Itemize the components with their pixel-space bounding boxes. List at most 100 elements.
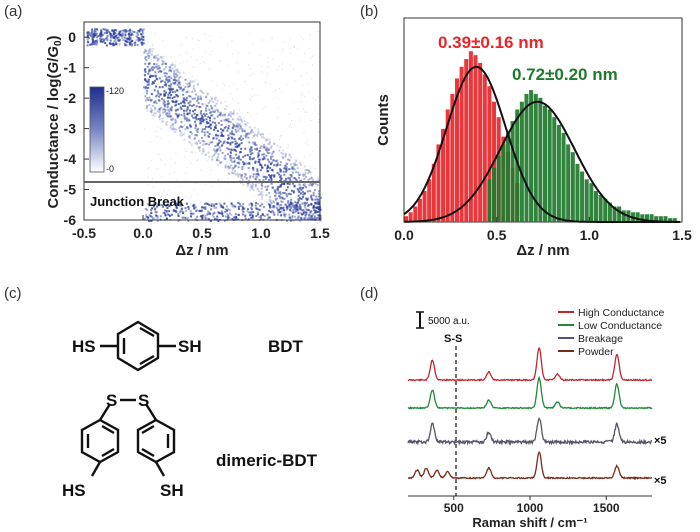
density-point (180, 209, 183, 212)
density-point (290, 175, 293, 178)
density-point (287, 178, 289, 180)
density-point (174, 81, 177, 84)
density-point (237, 129, 240, 132)
density-point (207, 143, 210, 146)
density-point (169, 125, 172, 128)
density-point (171, 61, 173, 63)
density-point (224, 108, 227, 111)
density-point (197, 95, 200, 98)
density-point (215, 159, 218, 162)
density-point (164, 205, 167, 208)
density-point (155, 85, 158, 88)
density-point (228, 112, 231, 115)
density-point (99, 37, 102, 40)
density-point (279, 174, 282, 177)
density-point (183, 138, 186, 141)
density-point (223, 119, 226, 122)
density-point (188, 95, 191, 98)
density-point (211, 114, 214, 117)
density-point (310, 176, 313, 179)
density-point (130, 44, 133, 47)
density-point (182, 216, 185, 219)
density-point (265, 146, 268, 149)
density-point (167, 115, 170, 118)
density-point (305, 169, 308, 172)
density-point (226, 217, 229, 220)
density-point (211, 185, 213, 187)
histogram-bar (431, 163, 436, 222)
density-point (306, 218, 309, 221)
density-point (215, 96, 218, 99)
density-point (243, 117, 245, 119)
density-point (292, 191, 295, 194)
density-point (230, 136, 233, 139)
density-point (91, 29, 94, 32)
density-point (156, 217, 159, 220)
density-point (147, 168, 149, 170)
density-point (150, 67, 153, 70)
density-point (124, 29, 127, 32)
density-point (291, 168, 294, 171)
density-point (224, 210, 227, 213)
density-point (299, 203, 302, 206)
density-point (187, 219, 190, 222)
density-point (312, 205, 315, 208)
histogram-bar (672, 218, 677, 222)
density-point (266, 201, 269, 204)
density-point (194, 127, 197, 130)
density-point (278, 173, 281, 176)
density-point (115, 35, 118, 38)
density-point (199, 141, 202, 144)
density-point (312, 213, 315, 216)
density-point (189, 125, 192, 128)
density-point (288, 216, 291, 219)
density-point (162, 211, 165, 214)
density-point (200, 169, 202, 171)
density-point (200, 90, 203, 93)
density-point (251, 158, 254, 161)
density-point (184, 98, 187, 101)
density-point (158, 107, 161, 110)
density-point (231, 40, 233, 42)
density-point (228, 189, 230, 191)
density-point (222, 82, 224, 84)
density-point (147, 54, 150, 57)
density-point (155, 102, 158, 105)
density-point (224, 150, 226, 152)
density-point (157, 58, 160, 61)
density-point (106, 36, 109, 39)
density-point (216, 142, 219, 145)
density-point (158, 67, 161, 70)
density-point (175, 202, 178, 205)
density-point (251, 87, 253, 89)
density-point (246, 185, 249, 188)
density-point (173, 79, 176, 82)
density-point (134, 41, 137, 44)
density-point (167, 108, 170, 111)
density-point (170, 69, 173, 72)
density-point (290, 218, 293, 221)
density-point (295, 79, 297, 81)
density-point (153, 114, 156, 117)
density-point (190, 195, 192, 197)
density-point (169, 115, 172, 118)
density-point (274, 49, 276, 51)
density-point (298, 183, 301, 186)
density-point (145, 49, 148, 52)
density-point (208, 218, 211, 221)
density-point (128, 43, 131, 46)
density-point (227, 214, 230, 217)
density-point (189, 141, 192, 144)
density-point (307, 178, 310, 181)
density-point (278, 195, 281, 198)
density-point (215, 85, 217, 87)
density-point (218, 139, 221, 142)
panel-c-label: (c) (4, 285, 22, 302)
density-point (318, 121, 320, 123)
dimer-double-bond (141, 424, 155, 435)
density-point (245, 133, 248, 136)
density-point (144, 48, 147, 51)
density-point (187, 102, 190, 105)
density-point (287, 205, 290, 208)
density-point (194, 217, 197, 220)
